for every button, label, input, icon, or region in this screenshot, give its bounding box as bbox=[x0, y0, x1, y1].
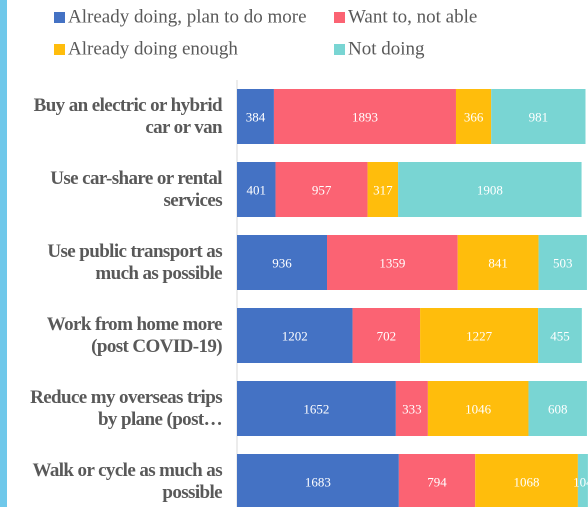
value-label: 455 bbox=[550, 328, 570, 343]
category-label: Reduce my overseas trips by plane (post… bbox=[30, 386, 223, 430]
legend-label: Already doing enough bbox=[68, 38, 238, 59]
bar-segment bbox=[528, 381, 587, 436]
category-label: Use public transport as much as possible bbox=[47, 240, 222, 284]
category-label: Work from home more (post COVID-19) bbox=[46, 313, 223, 357]
legend-swatch bbox=[334, 12, 345, 23]
bar-segment bbox=[427, 381, 529, 436]
legend-label: Not doing bbox=[348, 38, 425, 59]
category-label: Use car-share or rental services bbox=[50, 167, 222, 211]
value-label: 317 bbox=[373, 182, 393, 197]
value-label: 1068 bbox=[514, 474, 540, 489]
value-label: 1652 bbox=[303, 401, 329, 416]
value-label: 1359 bbox=[379, 255, 405, 270]
bar-segment bbox=[398, 162, 582, 217]
bar-segment bbox=[420, 308, 539, 363]
value-label: 384 bbox=[246, 109, 266, 124]
value-label: 1683 bbox=[305, 474, 331, 489]
category-label: Buy an electric or hybrid car or van bbox=[33, 94, 223, 138]
legend-swatch bbox=[54, 12, 65, 23]
bar-segment bbox=[273, 89, 456, 144]
bar-segment bbox=[237, 308, 353, 363]
value-label: 841 bbox=[488, 255, 508, 270]
bar-segment bbox=[395, 381, 428, 436]
bar-segment bbox=[491, 89, 586, 144]
value-label: 104 bbox=[573, 474, 588, 489]
bar-segment bbox=[275, 162, 368, 217]
value-label: 1227 bbox=[466, 328, 493, 343]
bar-segment bbox=[538, 308, 582, 363]
value-label: 936 bbox=[272, 255, 292, 270]
value-label: 1893 bbox=[352, 109, 378, 124]
value-label: 702 bbox=[377, 328, 397, 343]
value-label: 981 bbox=[529, 109, 549, 124]
bar-segment bbox=[237, 454, 399, 507]
value-label: 366 bbox=[464, 109, 484, 124]
bar-segment bbox=[455, 89, 492, 144]
bar-segment bbox=[237, 89, 274, 144]
side-stripe bbox=[0, 0, 7, 507]
bar-segment bbox=[577, 454, 588, 507]
value-label: 608 bbox=[548, 401, 568, 416]
bar-segment bbox=[538, 235, 587, 290]
bar-segment bbox=[352, 308, 421, 363]
value-label: 1202 bbox=[282, 328, 308, 343]
value-label: 401 bbox=[247, 182, 267, 197]
legend-swatch bbox=[54, 44, 65, 55]
value-label: 1046 bbox=[465, 401, 492, 416]
value-label: 794 bbox=[427, 474, 447, 489]
value-label: 503 bbox=[553, 255, 573, 270]
value-label: 957 bbox=[312, 182, 332, 197]
bar-segment bbox=[457, 235, 539, 290]
bar-segment bbox=[237, 381, 396, 436]
bar-segment bbox=[475, 454, 578, 507]
bar-segment bbox=[367, 162, 399, 217]
value-label: 1908 bbox=[477, 182, 503, 197]
legend-label: Already doing, plan to do more bbox=[68, 6, 307, 27]
bar-segment bbox=[237, 162, 276, 217]
value-label: 333 bbox=[402, 401, 422, 416]
bar-segment bbox=[398, 454, 476, 507]
category-label: Walk or cycle as much as possible bbox=[32, 459, 223, 503]
legend-swatch bbox=[334, 44, 345, 55]
bar-segment bbox=[237, 235, 328, 290]
bar-segment bbox=[327, 235, 458, 290]
legend-label: Want to, not able bbox=[348, 6, 477, 27]
